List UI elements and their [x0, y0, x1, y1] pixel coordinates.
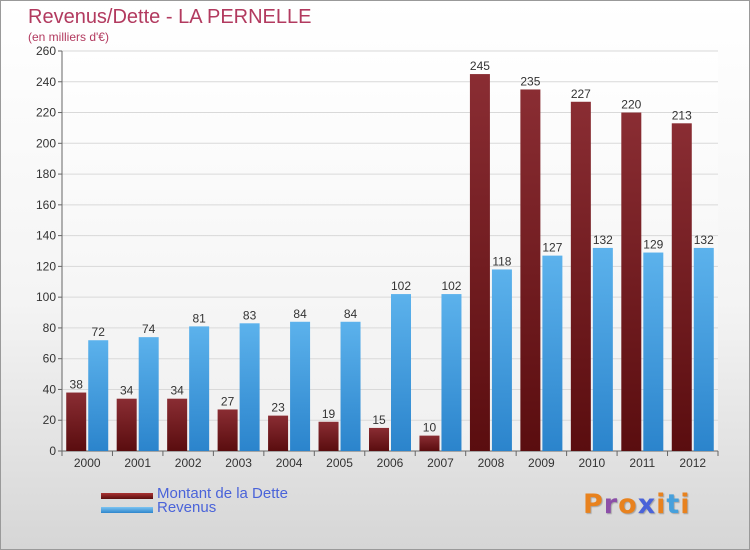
logo-letter: i	[656, 489, 667, 520]
bar-revenus	[239, 323, 260, 451]
data-label-revenus: 127	[542, 241, 562, 255]
bar-revenus	[693, 247, 714, 451]
data-label-dette: 10	[423, 421, 437, 435]
data-label-revenus: 81	[192, 311, 206, 325]
legend-label-dette: Montant de la Dette	[157, 485, 288, 502]
bar-dette	[469, 74, 490, 452]
data-label-revenus: 72	[92, 325, 106, 339]
bar-dette	[66, 392, 87, 451]
bar-revenus	[542, 255, 563, 451]
bar-revenus	[340, 321, 361, 451]
y-tick-label: 120	[36, 259, 56, 273]
x-tick-label: 2007	[427, 456, 454, 470]
legend-swatch-dette	[101, 493, 153, 499]
y-tick-label: 180	[36, 167, 56, 181]
x-tick-label: 2000	[74, 456, 101, 470]
data-label-dette: 34	[170, 384, 184, 398]
y-tick-label: 20	[43, 413, 57, 427]
data-label-dette: 213	[672, 108, 692, 122]
logo-letter: r	[603, 489, 619, 520]
bar-revenus	[290, 321, 311, 451]
data-label-dette: 220	[621, 98, 641, 112]
data-label-dette: 23	[271, 401, 285, 415]
bar-dette	[217, 409, 238, 451]
y-tick-label: 40	[43, 382, 57, 396]
bar-dette	[520, 89, 541, 451]
x-tick-label: 2005	[326, 456, 353, 470]
data-label-dette: 15	[372, 413, 386, 427]
bar-revenus	[88, 340, 109, 451]
y-tick-label: 260	[36, 44, 56, 58]
bar-revenus	[643, 252, 664, 451]
logo-letter: x	[637, 489, 657, 520]
logo-letter: o	[618, 489, 638, 520]
data-label-revenus: 84	[293, 307, 307, 321]
plot-area	[62, 51, 718, 451]
chart-title: Revenus/Dette - LA PERNELLE	[28, 6, 312, 28]
bar-revenus	[441, 294, 462, 451]
y-tick-label: 220	[36, 106, 56, 120]
legend-swatch-revenus	[101, 507, 153, 513]
x-tick-label: 2003	[225, 456, 252, 470]
y-tick-label: 0	[49, 444, 56, 458]
bar-dette	[116, 398, 137, 451]
x-tick-label: 2011	[629, 456, 655, 470]
bar-revenus	[138, 337, 159, 451]
x-tick-label: 2008	[478, 456, 505, 470]
bar-dette	[570, 101, 591, 452]
bar-dette	[369, 427, 389, 451]
data-label-dette: 38	[70, 378, 84, 392]
data-label-dette: 34	[120, 384, 134, 398]
data-label-dette: 19	[322, 407, 336, 421]
data-label-dette: 27	[221, 394, 235, 408]
y-tick-label: 240	[36, 75, 56, 89]
data-label-dette: 227	[571, 87, 591, 101]
bar-dette	[318, 421, 339, 451]
y-tick-label: 140	[36, 229, 56, 243]
data-label-revenus: 132	[694, 233, 714, 247]
bar-revenus	[592, 247, 613, 451]
y-tick-label: 80	[43, 321, 57, 335]
x-tick-label: 2012	[679, 456, 706, 470]
x-tick-label: 2010	[578, 456, 605, 470]
y-tick-label: 200	[36, 136, 56, 150]
data-label-revenus: 118	[492, 254, 511, 268]
data-label-revenus: 84	[344, 307, 358, 321]
logo-letter: P	[583, 489, 604, 520]
data-label-revenus: 83	[243, 308, 257, 322]
bar-revenus	[189, 326, 210, 451]
x-tick-label: 2006	[377, 456, 404, 470]
bar-revenus	[391, 294, 411, 451]
x-tick-label: 2004	[276, 456, 303, 470]
proxiti-logo: Proxiti	[583, 489, 691, 520]
bar-dette	[268, 415, 289, 451]
y-tick-label: 60	[43, 352, 57, 366]
bar-dette	[167, 398, 188, 451]
y-tick-label: 100	[36, 290, 56, 304]
legend-label-revenus: Revenus	[157, 499, 217, 516]
data-label-revenus: 74	[142, 322, 156, 336]
data-label-revenus: 129	[643, 238, 663, 252]
x-tick-label: 2001	[124, 456, 151, 470]
data-label-revenus: 132	[593, 233, 613, 247]
chart-subtitle: (en milliers d'€)	[28, 30, 109, 44]
bar-dette	[671, 123, 692, 452]
logo-letter: i	[680, 489, 691, 520]
logo-letter: t	[666, 489, 681, 520]
x-tick-label: 2002	[175, 456, 202, 470]
data-label-dette: 245	[470, 59, 490, 73]
bar-dette	[621, 112, 642, 452]
data-label-revenus: 102	[391, 279, 411, 293]
x-tick-label: 2009	[528, 456, 555, 470]
y-tick-label: 160	[36, 198, 56, 212]
bar-revenus	[491, 269, 512, 451]
data-label-revenus: 102	[441, 279, 461, 293]
data-label-dette: 235	[520, 74, 540, 88]
bar-dette	[419, 435, 440, 451]
